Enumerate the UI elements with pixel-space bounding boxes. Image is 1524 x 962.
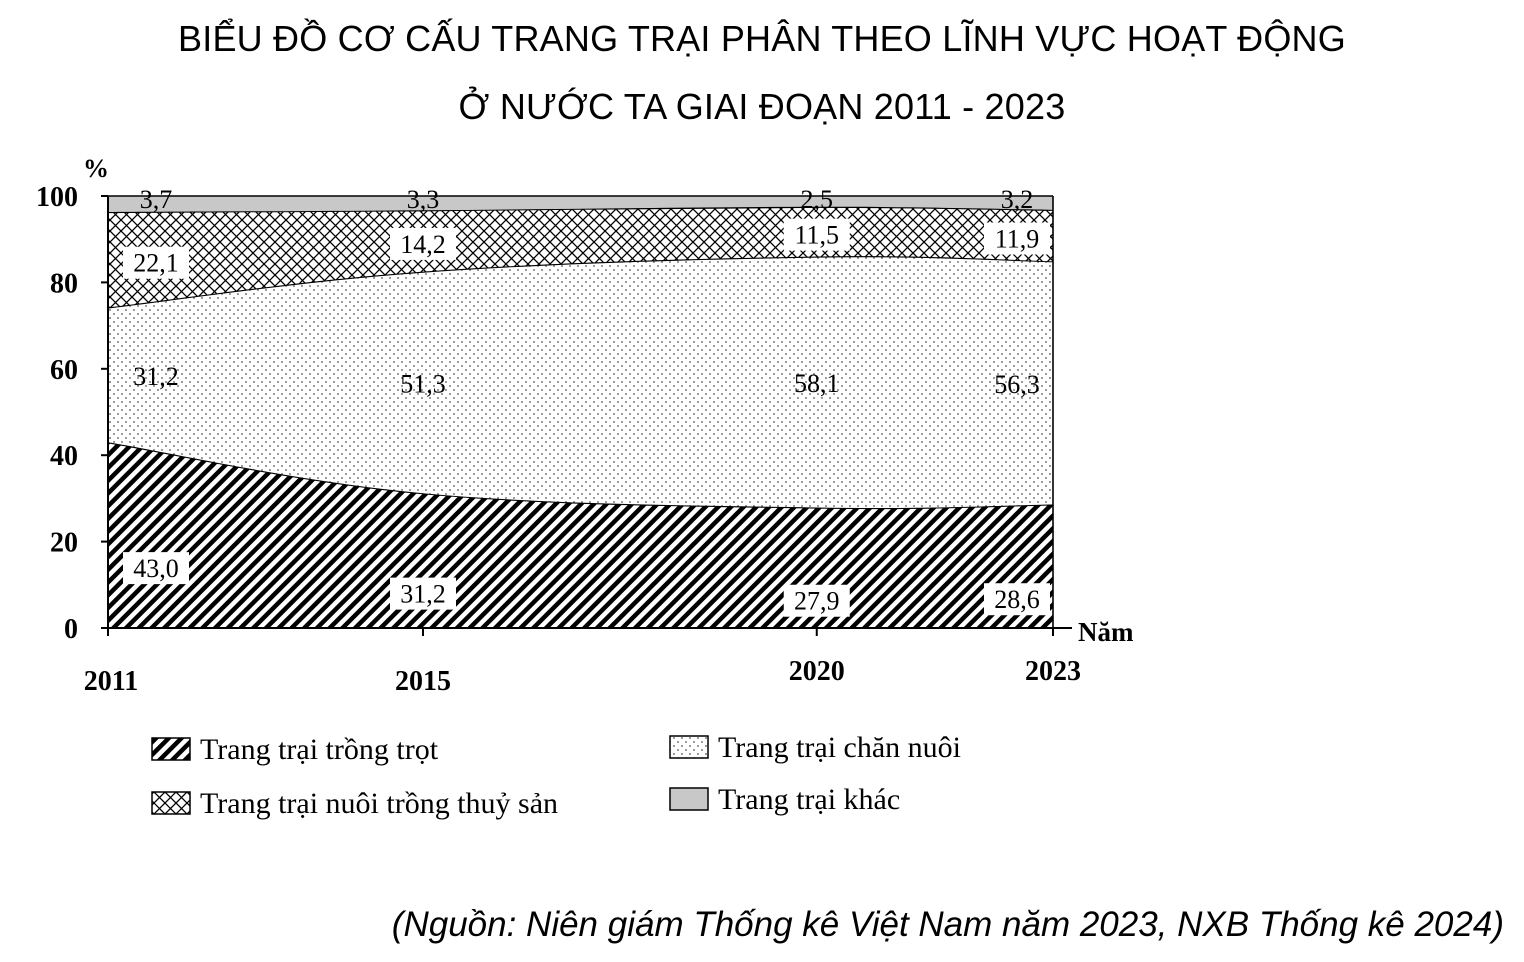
y-tick-label: 40: [50, 441, 78, 472]
value-label: 43,0: [133, 554, 179, 583]
legend-item: Trang trại khác: [669, 783, 900, 816]
value-label: 31,2: [400, 580, 446, 609]
value-label: 28,6: [994, 585, 1040, 614]
value-label: 51,3: [400, 369, 446, 398]
axes-layer: % Năm 0 20 40 60 80 100 2011 2015 2020 2023: [36, 154, 1134, 697]
value-label-bg: [123, 246, 189, 279]
legend-label: Trang trại khác: [718, 783, 900, 816]
area-trang-trai-chan-nuoi: [108, 256, 1053, 509]
y-tick-label: 80: [50, 268, 78, 299]
value-label: 14,2: [400, 230, 446, 259]
legend-item: Trang trại chăn nuôi: [669, 731, 961, 764]
value-label: 22,1: [133, 249, 179, 278]
legend-swatch: [669, 787, 709, 811]
legend-item: Trang trại trồng trọt: [151, 733, 439, 766]
value-label-bg: [123, 552, 189, 585]
value-label-bg: [783, 218, 850, 251]
value-label-bg: [984, 583, 1050, 616]
legend-swatch: [669, 735, 709, 759]
y-axis-unit-label: %: [83, 154, 109, 183]
value-label-bg: [390, 577, 456, 610]
x-axis-label: Năm: [1078, 617, 1134, 647]
area-trang-trai-trong-trot: [108, 442, 1053, 628]
value-label: 31,2: [133, 362, 179, 391]
x-tick-label: 2011: [84, 666, 138, 697]
value-label: 3,2: [1001, 185, 1034, 214]
chart-title-line-2: Ở NƯỚC TA GIAI ĐOẠN 2011 - 2023: [458, 86, 1066, 127]
value-label: 11,5: [794, 221, 839, 250]
value-label: 11,9: [995, 225, 1040, 254]
value-label-bg: [783, 584, 850, 617]
value-label: 27,9: [794, 587, 840, 616]
y-tick-label: 20: [50, 528, 78, 559]
value-label: 3,7: [140, 185, 173, 214]
legend-label: Trang trại trồng trọt: [200, 733, 439, 766]
legend-label: Trang trại nuôi trồng thuỷ sản: [200, 787, 558, 820]
area-trang-trai-khac: [108, 196, 1053, 212]
value-label: 3,3: [407, 185, 440, 214]
value-labels-layer: 43,0 31,2 27,9 28,6 31,2 51,3 58,1 56,3 22,1 14,2…: [123, 185, 1050, 617]
source-note: (Nguồn: Niên giám Thống kê Việt Nam năm …: [391, 905, 1504, 944]
value-label-bg: [390, 227, 456, 260]
value-label-bg: [984, 222, 1050, 255]
legend: Trang trại trồng trọt Trang trại chăn nuô…: [151, 731, 961, 820]
y-tick-label: 100: [36, 182, 78, 213]
y-tick-label: 0: [64, 614, 78, 645]
x-tick-label: 2020: [789, 656, 845, 687]
legend-label: Trang trại chăn nuôi: [718, 731, 961, 764]
value-label: 56,3: [994, 370, 1040, 399]
legend-item: Trang trại nuôi trồng thuỷ sản: [151, 787, 558, 820]
value-label: 2,5: [801, 185, 834, 214]
legend-swatch: [151, 737, 191, 761]
y-tick-label: 60: [50, 355, 78, 386]
chart-title-line-1: BIỂU ĐỒ CƠ CẤU TRANG TRẠI PHÂN THEO LĨNH…: [178, 18, 1346, 59]
x-tick-label: 2023: [1025, 656, 1081, 687]
value-label: 58,1: [794, 369, 840, 398]
x-tick-label: 2015: [395, 666, 451, 697]
areas-layer: [107, 196, 1054, 628]
legend-swatch: [151, 791, 191, 815]
